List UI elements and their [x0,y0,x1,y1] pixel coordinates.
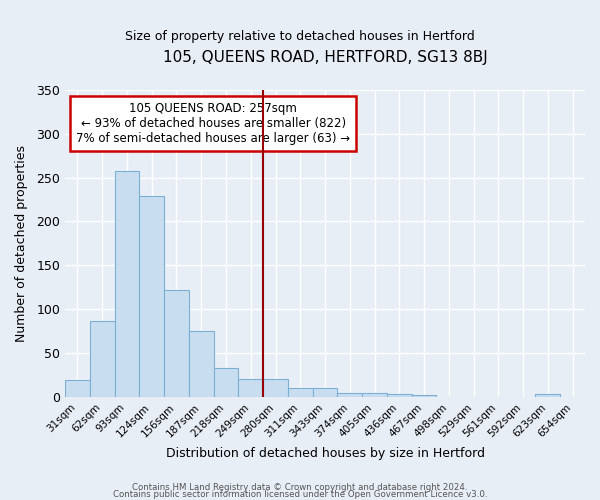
Bar [263,378,288,397]
Bar [288,388,313,397]
Bar [387,394,412,397]
Bar [189,331,214,397]
Text: Contains HM Land Registry data © Crown copyright and database right 2024.: Contains HM Land Registry data © Crown c… [132,484,468,492]
Text: Size of property relative to detached houses in Hertford: Size of property relative to detached ho… [125,30,475,43]
Bar [214,368,238,397]
Text: Contains public sector information licensed under the Open Government Licence v3: Contains public sector information licen… [113,490,487,499]
Bar [535,394,560,397]
Bar [65,380,90,397]
Y-axis label: Number of detached properties: Number of detached properties [15,145,28,342]
Bar [238,380,263,397]
Bar [115,172,139,397]
Text: 105 QUEENS ROAD: 257sqm
← 93% of detached houses are smaller (822)
7% of semi-de: 105 QUEENS ROAD: 257sqm ← 93% of detache… [76,102,350,145]
Bar [90,320,115,397]
Bar [412,395,436,397]
Title: 105, QUEENS ROAD, HERTFORD, SG13 8BJ: 105, QUEENS ROAD, HERTFORD, SG13 8BJ [163,50,487,65]
Bar [362,394,387,397]
Bar [139,196,164,397]
Bar [337,392,362,397]
Bar [164,290,189,397]
Bar [313,388,337,397]
X-axis label: Distribution of detached houses by size in Hertford: Distribution of detached houses by size … [166,447,485,460]
